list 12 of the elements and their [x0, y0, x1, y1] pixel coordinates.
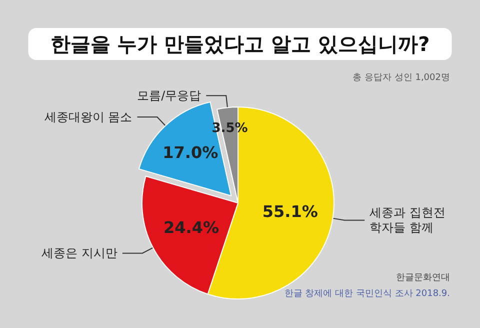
text: 총 응답자 성인 1,002명 [352, 73, 450, 83]
slice-label: 세종은 지시만 [42, 246, 118, 260]
data-label: 3.5% [212, 121, 248, 136]
text: 한글 창제에 대한 국민인식 조사 2018.9. [284, 289, 450, 299]
slice-label: 세종대왕이 몸소 [44, 110, 132, 124]
data-label: 17.0% [162, 142, 218, 162]
data-label: 55.1% [262, 202, 318, 221]
slice-label: 모름/무응답 [137, 88, 202, 103]
data-label: 24.4% [164, 218, 220, 238]
chart-title: 한글을 누가 만들었다고 알고 있으십니까? [50, 32, 430, 56]
slice-label: 세종과 집현전 학자들 함께 [370, 206, 450, 235]
text: 한글문화연대 [396, 273, 450, 283]
